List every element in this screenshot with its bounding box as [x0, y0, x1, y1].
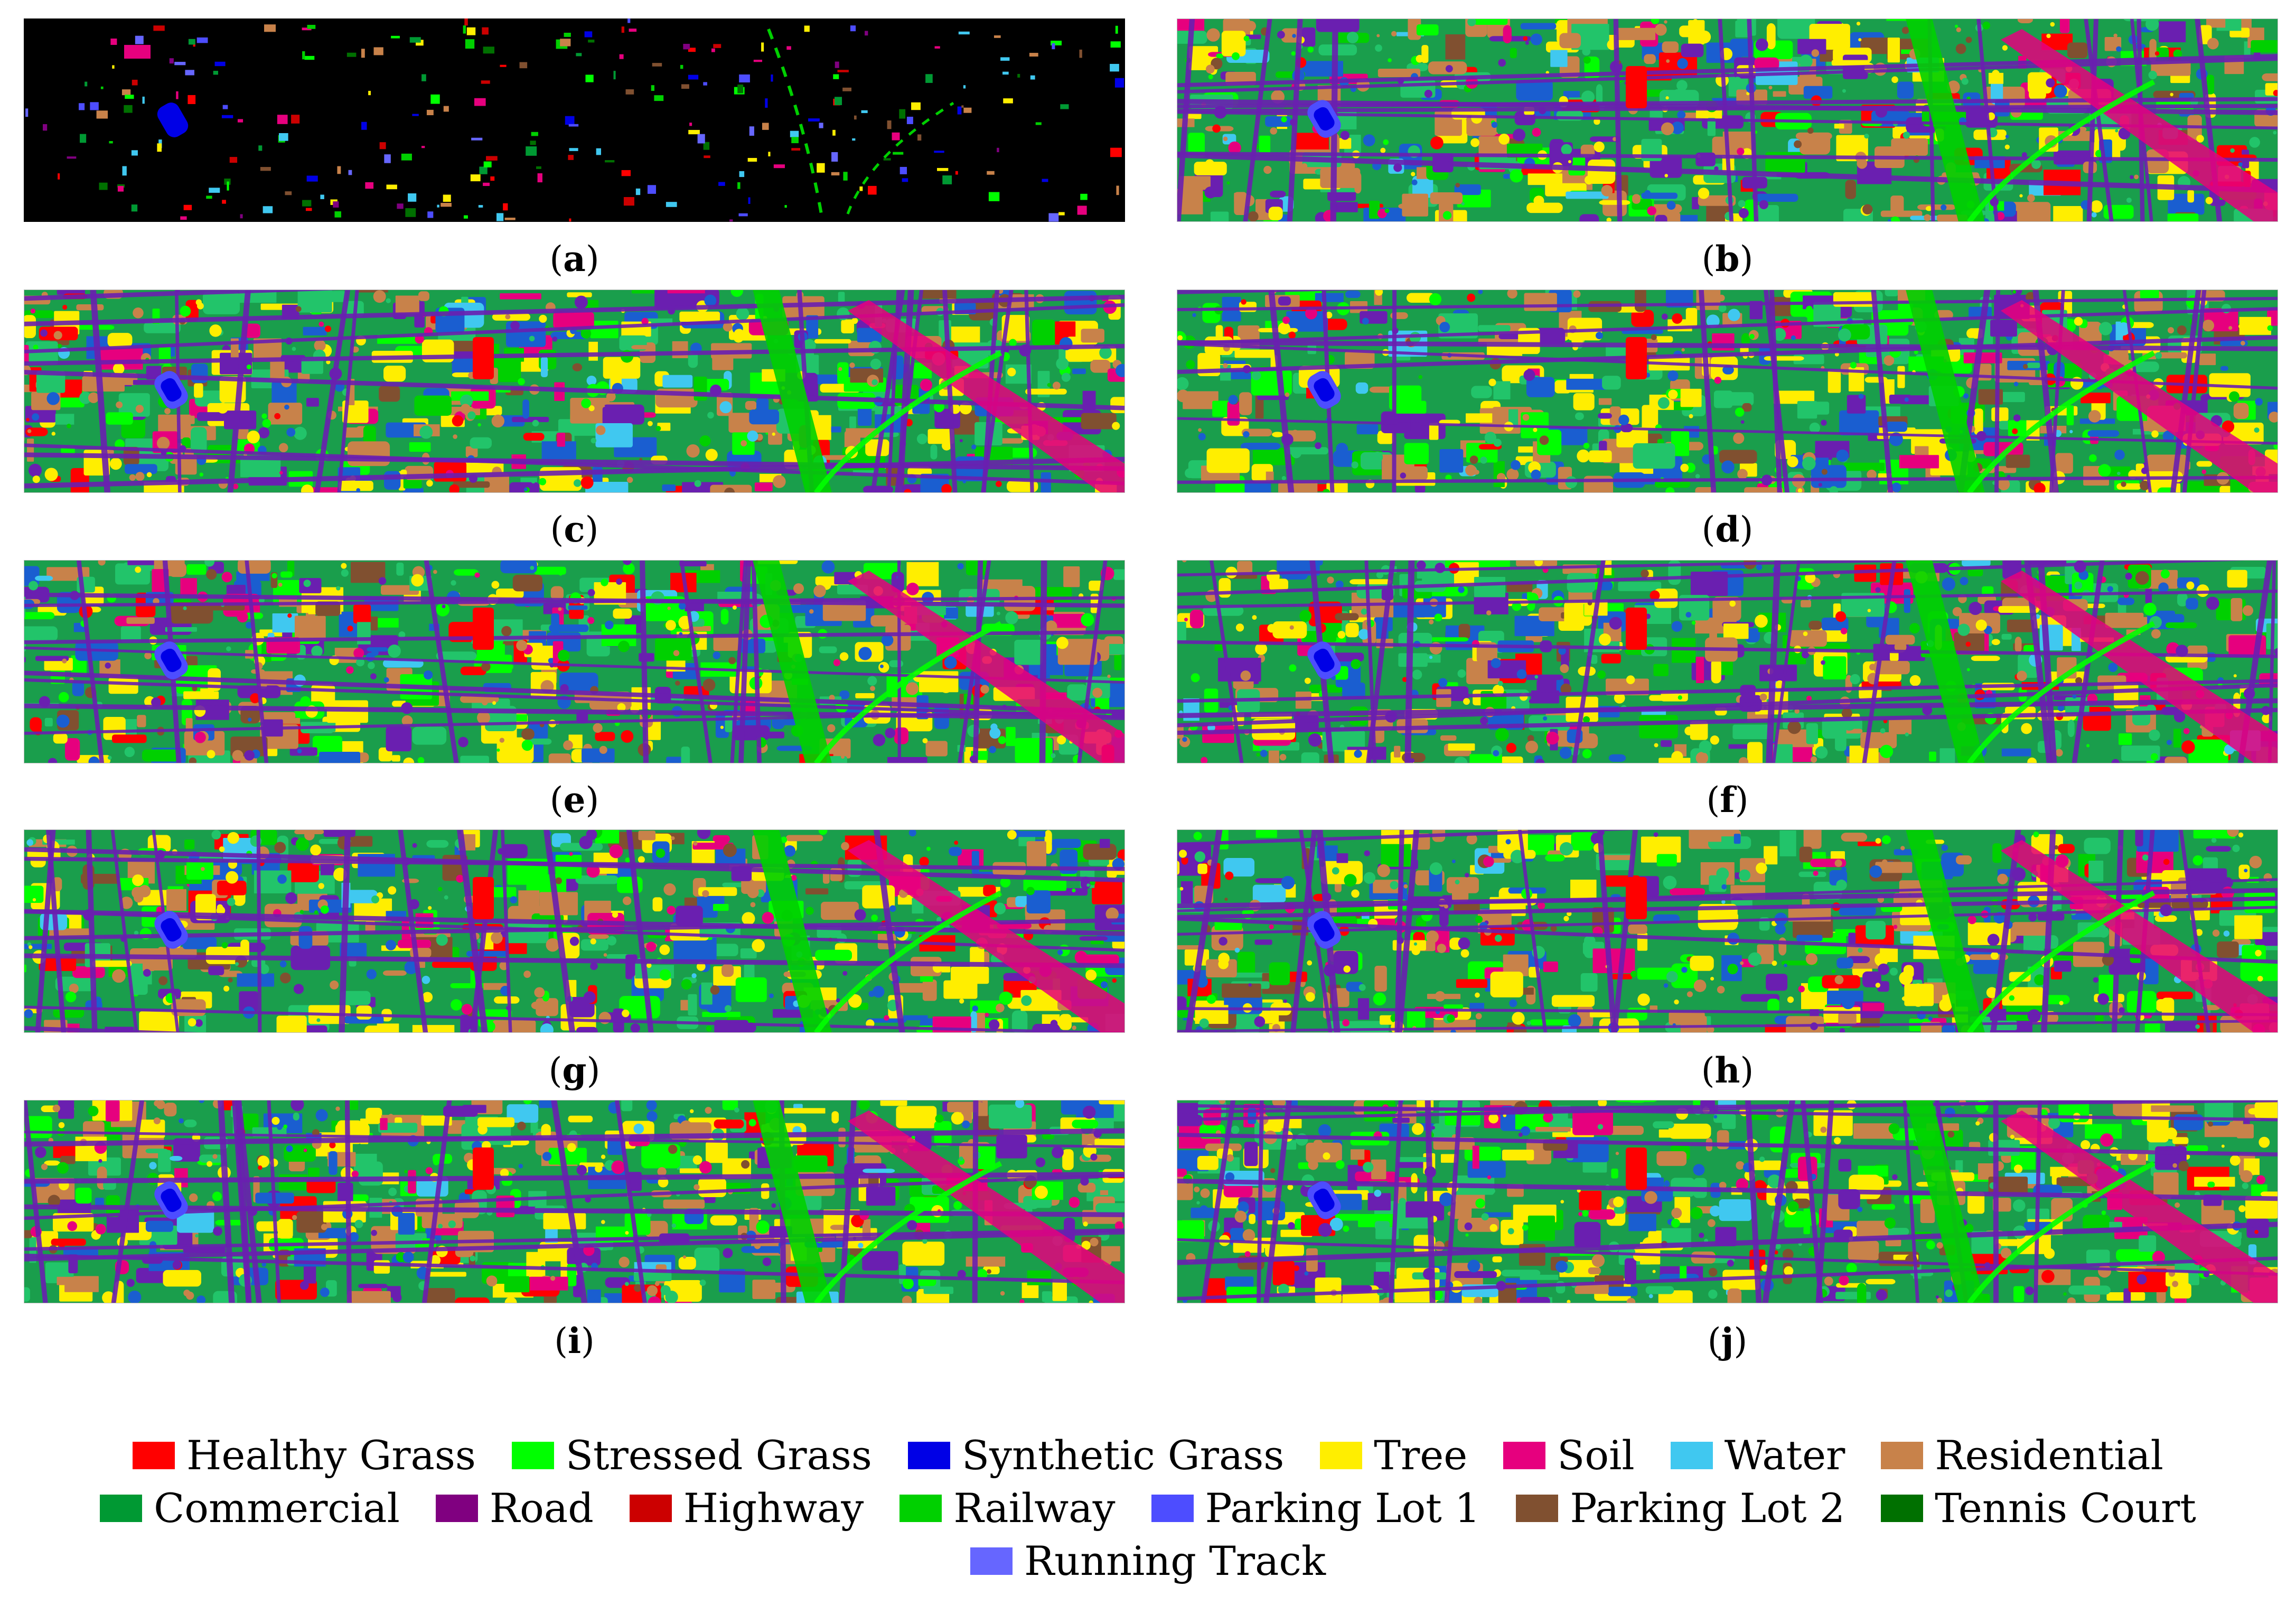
legend-item-highway: Highway — [629, 1485, 864, 1532]
legend-swatch — [133, 1442, 175, 1469]
panel-f-classification-map — [1177, 560, 2278, 763]
legend-swatch — [907, 1442, 950, 1469]
panel-e-image — [24, 560, 1125, 763]
legend-item-parking-lot-2: Parking Lot 2 — [1516, 1485, 1845, 1532]
panel-e-classification-map — [24, 560, 1125, 763]
legend-label: Commercial — [154, 1485, 400, 1532]
legend-label: Road — [489, 1485, 594, 1532]
legend-label: Tennis Court — [1935, 1485, 2196, 1532]
legend-swatch — [1516, 1495, 1559, 1522]
legend-label: Stressed Grass — [565, 1432, 872, 1479]
caption-f-letter: f — [1720, 779, 1735, 820]
legend-label: Synthetic Grass — [961, 1432, 1285, 1479]
legend-label: Parking Lot 2 — [1570, 1485, 1845, 1532]
panel-i-image — [24, 1100, 1125, 1303]
legend-swatch — [629, 1495, 672, 1522]
legend-swatch — [1670, 1442, 1713, 1469]
legend-item-stressed-grass: Stressed Grass — [511, 1432, 872, 1479]
caption-g-letter: g — [562, 1050, 587, 1091]
caption-b: (b) — [1701, 238, 1754, 279]
legend-item-residential: Residential — [1881, 1432, 2163, 1479]
caption-i-letter: i — [567, 1320, 582, 1361]
caption-h: (h) — [1701, 1050, 1754, 1091]
panel-c-classification-map — [24, 290, 1125, 493]
legend-label: Parking Lot 1 — [1205, 1485, 1480, 1532]
panel-i-classification-map — [24, 1100, 1125, 1303]
legend-item-synthetic-grass: Synthetic Grass — [907, 1432, 1285, 1479]
legend-label: Tree — [1374, 1432, 1468, 1479]
legend-label: Residential — [1935, 1432, 2163, 1479]
legend-item-tree: Tree — [1320, 1432, 1467, 1479]
legend-label: Highway — [683, 1485, 864, 1532]
caption-g: (g) — [548, 1050, 601, 1091]
caption-j-letter: j — [1721, 1320, 1734, 1361]
legend-swatch — [435, 1495, 478, 1522]
legend-swatch — [1151, 1495, 1194, 1522]
legend-swatch — [1320, 1442, 1363, 1469]
legend-item-healthy-grass: Healthy Grass — [133, 1432, 476, 1479]
legend-swatch — [1503, 1442, 1546, 1469]
legend-swatch — [1881, 1442, 1924, 1469]
panel-a-ground-truth-map — [24, 18, 1125, 222]
caption-a-letter: a — [563, 238, 586, 279]
caption-j: (j) — [1707, 1320, 1748, 1361]
caption-h-letter: h — [1714, 1050, 1740, 1091]
legend-row-1: Healthy Grass Stressed Grass Synthetic G… — [0, 1429, 2296, 1482]
caption-b-letter: b — [1715, 238, 1740, 279]
legend-item-tennis-court: Tennis Court — [1881, 1485, 2196, 1532]
legend-label: Water — [1724, 1432, 1845, 1479]
caption-i: (i) — [554, 1320, 595, 1361]
legend-item-parking-lot-1: Parking Lot 1 — [1151, 1485, 1480, 1532]
legend-swatch — [1881, 1495, 1924, 1522]
panel-h-classification-map — [1177, 829, 2278, 1033]
legend-item-water: Water — [1670, 1432, 1845, 1479]
caption-c-letter: c — [564, 509, 585, 550]
panel-j-image — [1177, 1100, 2278, 1303]
legend-row-3: Running Track — [0, 1535, 2296, 1588]
legend-item-road: Road — [435, 1485, 594, 1532]
legend-label: Soil — [1557, 1432, 1635, 1479]
legend-swatch — [899, 1495, 942, 1522]
caption-c: (c) — [550, 509, 599, 550]
panel-a-image — [24, 18, 1125, 222]
caption-d-letter: d — [1715, 509, 1740, 550]
legend-label: Healthy Grass — [186, 1432, 476, 1479]
legend-swatch — [511, 1442, 554, 1469]
panel-b-classification-map — [1177, 18, 2278, 222]
legend-item-railway: Railway — [899, 1485, 1116, 1532]
caption-d: (d) — [1701, 509, 1754, 550]
panel-g-image — [24, 829, 1125, 1033]
caption-e: (e) — [549, 779, 599, 820]
caption-e-letter: e — [563, 779, 586, 820]
class-legend: Healthy Grass Stressed Grass Synthetic G… — [0, 1426, 2296, 1595]
legend-row-2: Commercial Road Highway Railway Parking … — [0, 1482, 2296, 1535]
panel-d-classification-map — [1177, 290, 2278, 493]
legend-swatch — [100, 1495, 143, 1522]
panel-j-classification-map — [1177, 1100, 2278, 1303]
panel-d-image — [1177, 290, 2278, 493]
legend-label: Railway — [953, 1485, 1116, 1532]
legend-item-commercial: Commercial — [100, 1485, 400, 1532]
legend-item-running-track: Running Track — [970, 1537, 1326, 1585]
panel-c-image — [24, 290, 1125, 493]
legend-item-soil: Soil — [1503, 1432, 1635, 1479]
legend-label: Running Track — [1024, 1537, 1326, 1584]
panel-b-image — [1177, 18, 2278, 222]
panel-f-image — [1177, 560, 2278, 763]
panel-g-classification-map — [24, 829, 1125, 1033]
caption-f: (f) — [1706, 779, 1749, 820]
legend-swatch — [970, 1547, 1013, 1575]
caption-a: (a) — [549, 238, 599, 279]
panel-h-image — [1177, 829, 2278, 1033]
